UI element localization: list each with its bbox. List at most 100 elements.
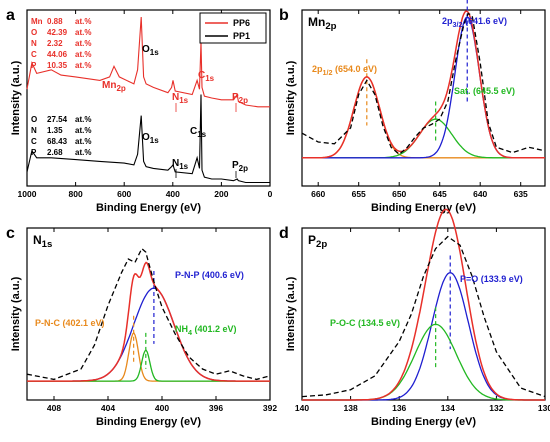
plot-frame bbox=[26, 9, 271, 187]
x-tick-label: 132 bbox=[489, 403, 503, 413]
panel-label-a: a bbox=[6, 7, 15, 24]
composition-pp6-element: N bbox=[31, 39, 37, 48]
composition-pp6-value: 42.39 bbox=[47, 28, 68, 37]
x-tick-label: 130 bbox=[538, 403, 550, 413]
x-tick-label: 396 bbox=[209, 403, 223, 413]
x-tick-label: 392 bbox=[263, 403, 277, 413]
y-axis-label: Intensity (a.u.) bbox=[285, 276, 297, 351]
composition-pp6-value: 0.88 bbox=[47, 17, 63, 26]
composition-pp1-unit: at.% bbox=[75, 115, 91, 124]
panel-d-p2p-spectrum: 140 138 136 134 132 130 Binding Energy (eV) Int… bbox=[285, 208, 550, 428]
panel-a-survey-spectrum: 1000 800 600 400 200 0 Binding Energy (eV) Inte… bbox=[10, 9, 273, 214]
composition-pp6-unit: at.% bbox=[75, 39, 91, 48]
component-annotation: P-O-C (134.5 eV) bbox=[330, 318, 400, 328]
x-tick-label: 134 bbox=[441, 403, 455, 413]
panel-label-d: d bbox=[279, 225, 289, 242]
x-tick-label: 635 bbox=[514, 189, 528, 199]
peak-label-o1s: O1s bbox=[142, 44, 159, 57]
panel-label-c: c bbox=[6, 225, 15, 242]
component-annotation: 2p3/2 (641.6 eV) bbox=[442, 16, 507, 29]
x-tick-label: 655 bbox=[352, 189, 366, 199]
x-tick-label: 600 bbox=[117, 189, 131, 199]
composition-pp1-unit: at.% bbox=[75, 148, 91, 157]
component-annotation: P-N-C (402.1 eV) bbox=[35, 318, 105, 328]
raw-data-curve bbox=[26, 247, 271, 381]
peak-label-o1s: O1s bbox=[142, 132, 159, 145]
composition-pp1-element: C bbox=[31, 137, 37, 146]
component-annotation: NH4 (401.2 eV) bbox=[175, 324, 237, 337]
composition-pp6-unit: at.% bbox=[75, 61, 91, 70]
composition-pp6-value: 44.06 bbox=[47, 50, 68, 59]
composition-pp6-element: Mn bbox=[31, 17, 43, 26]
fit-component-curve bbox=[302, 118, 545, 159]
raw-data-curve bbox=[301, 235, 546, 398]
component-annotation: P=O (133.9 eV) bbox=[460, 274, 523, 284]
composition-pp1-value: 27.54 bbox=[47, 115, 68, 124]
x-tick-label: 1000 bbox=[18, 189, 37, 199]
peak-label-c1s: C1s bbox=[198, 70, 215, 83]
x-tick-label: 0 bbox=[268, 189, 273, 199]
plot-frame bbox=[301, 227, 546, 401]
series-line-pp6 bbox=[26, 16, 270, 108]
panel-title: P2p bbox=[308, 233, 327, 250]
panel-b-mn2p-spectrum: 660 655 650 645 640 635 Binding Energy (eV) Int… bbox=[285, 0, 546, 214]
x-tick-label: 640 bbox=[473, 189, 487, 199]
peak-label-p2p: P2p bbox=[232, 92, 248, 105]
x-tick-label: 660 bbox=[311, 189, 325, 199]
fit-envelope-curve bbox=[302, 208, 545, 401]
composition-pp6-value: 10.35 bbox=[47, 61, 68, 70]
fit-component-curve bbox=[302, 323, 545, 401]
x-tick-label: 800 bbox=[69, 189, 83, 199]
y-axis-label: Intensity (a.u.) bbox=[10, 276, 22, 351]
composition-pp1-value: 68.43 bbox=[47, 137, 68, 146]
plot-frame bbox=[26, 227, 271, 401]
fit-component-curve bbox=[27, 349, 270, 382]
composition-pp6-element: P bbox=[31, 61, 37, 70]
legend-box bbox=[199, 12, 267, 44]
x-axis-label: Binding Energy (eV) bbox=[96, 202, 201, 214]
peak-label-c1s: C1s bbox=[190, 126, 207, 139]
composition-pp6-unit: at.% bbox=[75, 28, 91, 37]
panel-label-b: b bbox=[279, 7, 289, 24]
x-tick-label: 404 bbox=[101, 403, 115, 413]
composition-pp1-value: 1.35 bbox=[47, 126, 63, 135]
peak-label-p2p: P2p bbox=[232, 160, 248, 173]
composition-pp6-unit: at.% bbox=[75, 50, 91, 59]
composition-pp1-element: P bbox=[31, 148, 37, 157]
component-annotation: P-N-P (400.6 eV) bbox=[175, 270, 244, 280]
y-axis-label: Intensity (a.u.) bbox=[10, 60, 22, 135]
panel-title: N1s bbox=[33, 233, 52, 250]
composition-pp6-unit: at.% bbox=[75, 17, 91, 26]
series-line-pp1 bbox=[26, 94, 270, 184]
composition-pp1-element: N bbox=[31, 126, 37, 135]
legend-label: PP1 bbox=[233, 31, 250, 41]
fit-envelope-curve bbox=[27, 261, 270, 382]
composition-pp1-value: 2.68 bbox=[47, 148, 63, 157]
composition-pp1-unit: at.% bbox=[75, 126, 91, 135]
component-annotation: Sat. (645.5 eV) bbox=[454, 86, 515, 96]
x-tick-label: 650 bbox=[392, 189, 406, 199]
fit-envelope-curve bbox=[302, 10, 545, 159]
panel-title: Mn2p bbox=[308, 15, 337, 32]
x-tick-label: 136 bbox=[392, 403, 406, 413]
legend-label: PP6 bbox=[233, 18, 250, 28]
peak-label-mn2p: Mn2p bbox=[102, 80, 126, 93]
composition-pp1-element: O bbox=[31, 115, 37, 124]
composition-pp6-value: 2.32 bbox=[47, 39, 63, 48]
x-tick-label: 200 bbox=[214, 189, 228, 199]
peak-label-n1s: N1s bbox=[172, 158, 189, 171]
composition-pp6-element: O bbox=[31, 28, 37, 37]
composition-pp6-element: C bbox=[31, 50, 37, 59]
panel-c-n1s-spectrum: 408 404 400 396 392 Binding Energy (eV) Intens… bbox=[10, 227, 277, 428]
raw-data-curve bbox=[301, 12, 546, 156]
x-tick-label: 408 bbox=[47, 403, 61, 413]
x-tick-label: 138 bbox=[344, 403, 358, 413]
x-tick-label: 400 bbox=[166, 189, 180, 199]
component-annotation: 2p1/2 (654.0 eV) bbox=[312, 64, 377, 77]
peak-label-n1s: N1s bbox=[172, 92, 189, 105]
composition-pp1-unit: at.% bbox=[75, 137, 91, 146]
plot-frame bbox=[301, 9, 546, 187]
x-axis-label: Binding Energy (eV) bbox=[96, 416, 201, 428]
x-axis-label: Binding Energy (eV) bbox=[371, 416, 476, 428]
